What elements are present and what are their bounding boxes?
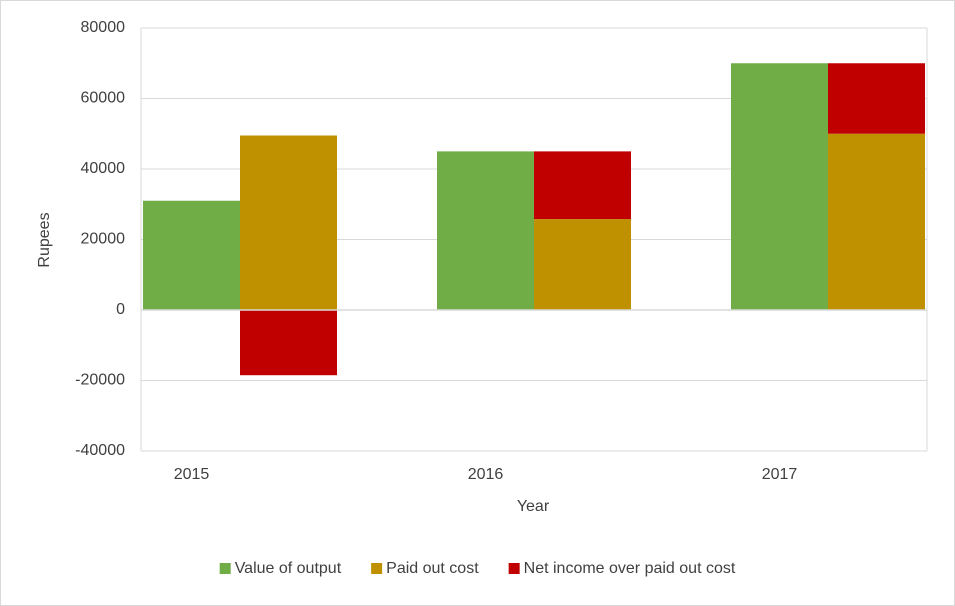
y-tick-label: -40000 [75, 442, 125, 459]
x-tick-label: 2016 [468, 466, 504, 483]
bar [240, 135, 337, 310]
legend-label: Net income over paid out cost [524, 560, 736, 577]
bar [240, 310, 337, 376]
y-tick-label: -20000 [75, 372, 125, 389]
legend-label: Value of output [235, 560, 342, 577]
bar [534, 219, 631, 310]
bar [143, 200, 240, 310]
legend-swatch [219, 563, 231, 574]
y-tick-label: 60000 [81, 90, 126, 107]
legend-swatch [508, 563, 520, 574]
bar [828, 133, 925, 310]
legend-swatch [371, 563, 383, 574]
x-axis-label: Year [517, 498, 550, 515]
x-tick-label: 2017 [762, 466, 798, 483]
bar [534, 151, 631, 220]
bar [437, 151, 534, 310]
bar [731, 63, 828, 310]
bar [828, 63, 925, 134]
y-tick-label: 0 [116, 301, 125, 318]
x-tick-label: 2015 [174, 466, 210, 483]
y-tick-label: 20000 [81, 231, 126, 248]
y-tick-label: 40000 [81, 160, 126, 177]
y-axis-label: Rupees [36, 212, 53, 267]
y-tick-label: 80000 [81, 19, 126, 36]
legend-label: Paid out cost [386, 560, 479, 577]
